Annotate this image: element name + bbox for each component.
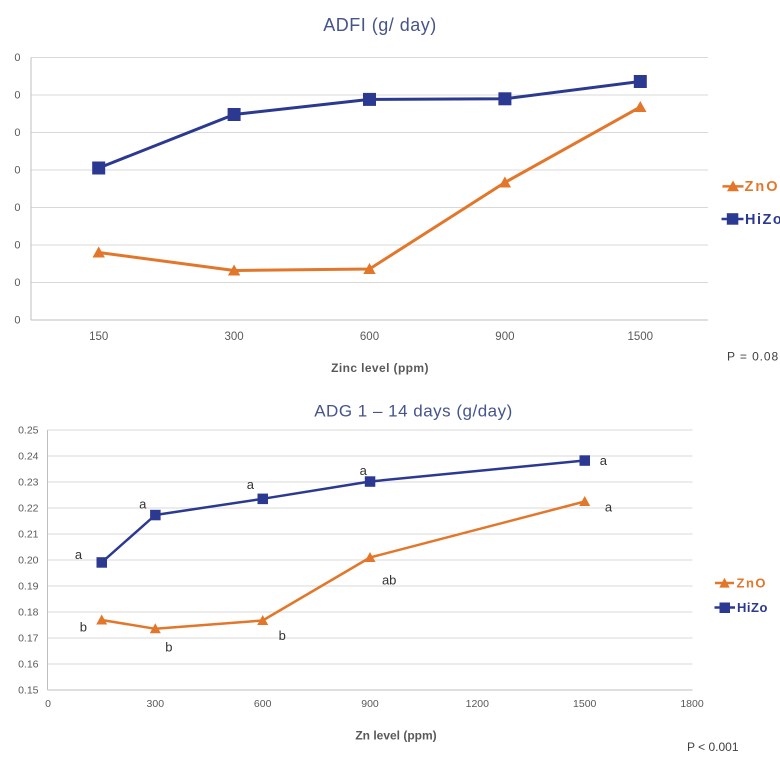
svg-text:900: 900	[361, 698, 379, 710]
svg-text:0: 0	[14, 52, 20, 64]
svg-text:900: 900	[495, 331, 514, 343]
svg-text:P = 0.08: P = 0.08	[727, 350, 779, 364]
svg-text:0.25: 0.25	[18, 425, 39, 437]
svg-text:a: a	[360, 463, 368, 478]
svg-text:0: 0	[14, 165, 20, 177]
svg-text:P < 0.001: P < 0.001	[687, 740, 739, 754]
svg-text:b: b	[80, 620, 87, 635]
svg-text:0: 0	[14, 202, 20, 214]
svg-text:HiZo: HiZo	[737, 600, 768, 615]
svg-text:1800: 1800	[680, 698, 704, 710]
svg-text:0: 0	[14, 277, 20, 289]
svg-text:a: a	[605, 500, 613, 515]
svg-text:600: 600	[254, 698, 272, 710]
svg-text:b: b	[279, 628, 286, 643]
svg-text:ab: ab	[382, 572, 396, 587]
svg-text:ZnO: ZnO	[737, 576, 768, 591]
svg-text:0.16: 0.16	[18, 659, 39, 671]
svg-text:1200: 1200	[466, 698, 490, 710]
svg-text:0: 0	[14, 90, 20, 102]
svg-text:HiZo: HiZo	[745, 212, 780, 228]
svg-text:0.21: 0.21	[18, 529, 39, 541]
svg-text:150: 150	[89, 331, 108, 343]
svg-text:0.17: 0.17	[18, 633, 39, 645]
svg-text:0: 0	[45, 698, 51, 710]
svg-text:0: 0	[14, 127, 20, 139]
svg-text:ZnO: ZnO	[745, 179, 780, 195]
svg-text:0.20: 0.20	[18, 555, 39, 567]
svg-text:0: 0	[14, 315, 20, 327]
svg-text:a: a	[247, 477, 255, 492]
svg-text:a: a	[139, 496, 147, 511]
svg-text:0.19: 0.19	[18, 581, 39, 593]
svg-text:0.18: 0.18	[18, 607, 39, 619]
svg-text:600: 600	[360, 331, 379, 343]
svg-text:1500: 1500	[573, 698, 597, 710]
svg-text:a: a	[75, 547, 83, 562]
svg-text:300: 300	[225, 331, 244, 343]
svg-text:0.23: 0.23	[18, 477, 39, 489]
svg-text:0.22: 0.22	[18, 503, 39, 515]
svg-text:0.15: 0.15	[18, 685, 39, 697]
svg-text:0.24: 0.24	[18, 451, 39, 463]
svg-text:Zn level (ppm): Zn level (ppm)	[355, 729, 436, 743]
svg-text:a: a	[600, 453, 608, 468]
svg-text:0: 0	[14, 240, 20, 252]
svg-text:ADG 1 – 14 days (g/day): ADG 1 – 14 days (g/day)	[314, 402, 513, 421]
svg-text:b: b	[165, 640, 172, 655]
svg-text:Zinc level (ppm): Zinc level (ppm)	[331, 361, 429, 375]
svg-text:ADFI (g/ day): ADFI (g/ day)	[323, 15, 437, 35]
svg-text:1500: 1500	[628, 331, 654, 343]
svg-text:300: 300	[147, 698, 165, 710]
